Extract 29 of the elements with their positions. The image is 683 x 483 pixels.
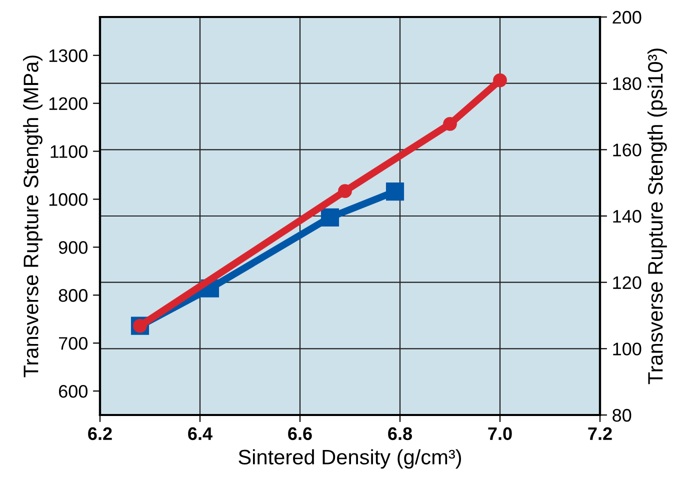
y-tick-label: 700: [59, 337, 88, 350]
x-tick-label: 6.4: [188, 427, 212, 440]
point: [493, 73, 507, 88]
y2-tick-label: 120: [613, 276, 642, 290]
point: [320, 208, 340, 226]
y-axis-title: Transverse Rupture Stength (MPa): [23, 56, 42, 378]
point: [443, 116, 457, 131]
x-tick-label: 7.2: [588, 427, 612, 440]
y-tick-label: 1100: [50, 145, 88, 158]
point: [386, 182, 404, 201]
y-tick-label: 1000: [49, 193, 88, 206]
point: [338, 184, 352, 198]
x-tick-label: 6.6: [288, 427, 312, 440]
x-axis-title: Sintered Density (g/cm³): [238, 449, 462, 469]
x-tick-label: 6.2: [88, 427, 112, 440]
y2-tick-label: 80: [612, 408, 632, 422]
y-tick-label: 600: [58, 384, 88, 398]
y2-tick-label: 140: [613, 210, 642, 223]
y-tick-label: 1200: [49, 97, 88, 110]
y2-tick-label: 180: [613, 77, 642, 90]
x-tick-label: 7.0: [488, 427, 512, 440]
y2-tick-label: 160: [613, 144, 642, 156]
y2-axis-title: Transverse Rupture Stength (psi10³): [647, 48, 667, 384]
y-tick-label: 800: [58, 289, 88, 302]
y-tick-label: 900: [58, 241, 88, 254]
y-tick-label: 1300: [49, 49, 88, 62]
y2-tick-label: 100: [613, 342, 642, 356]
x-tick-label: 6.8: [388, 427, 412, 440]
y2-tick-label: 200: [612, 10, 642, 24]
